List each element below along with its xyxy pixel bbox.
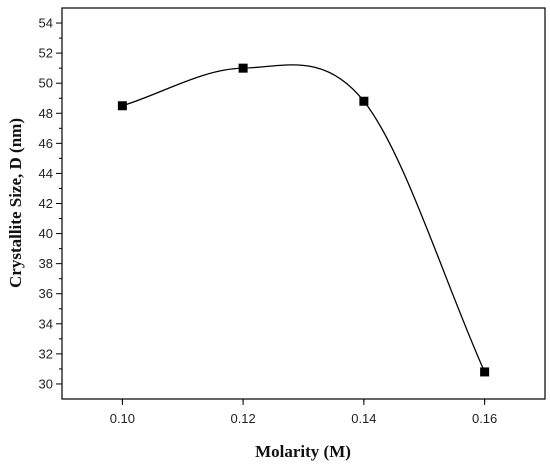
- data-point: [480, 367, 490, 377]
- y-tick-label: 46: [39, 136, 53, 151]
- y-tick-label: 40: [39, 226, 53, 241]
- y-tick-label: 50: [39, 76, 53, 91]
- series-curve: [122, 64, 486, 373]
- y-tick-label: 48: [39, 106, 53, 121]
- y-tick-label: 54: [39, 16, 53, 31]
- x-tick-label: 0.12: [230, 411, 255, 426]
- data-point: [359, 96, 369, 106]
- y-tick-label: 42: [39, 196, 53, 211]
- x-axis-title: Molarity (M): [255, 442, 351, 461]
- y-axis-ticks: 30 32 34 36 38 40 42 44 46 48 50 52 54: [39, 16, 62, 391]
- plot-frame: [61, 7, 546, 400]
- y-tick-label: 38: [39, 256, 53, 271]
- y-tick-label: 32: [39, 346, 53, 361]
- y-tick-label: 34: [39, 316, 53, 331]
- x-tick-label: 0.10: [110, 411, 135, 426]
- y-tick-label: 30: [39, 376, 53, 391]
- y-tick-label: 52: [39, 46, 53, 61]
- data-point: [238, 63, 248, 73]
- data-point: [117, 101, 127, 111]
- y-tick-label: 44: [39, 166, 53, 181]
- x-axis-ticks: 0.10 0.12 0.14 0.16: [110, 399, 497, 426]
- x-tick-label: 0.16: [472, 411, 497, 426]
- y-axis-title: Crystallite Size, D (nm): [6, 118, 25, 288]
- y-tick-label: 36: [39, 286, 53, 301]
- x-tick-label: 0.14: [351, 411, 376, 426]
- data-points: [117, 63, 490, 377]
